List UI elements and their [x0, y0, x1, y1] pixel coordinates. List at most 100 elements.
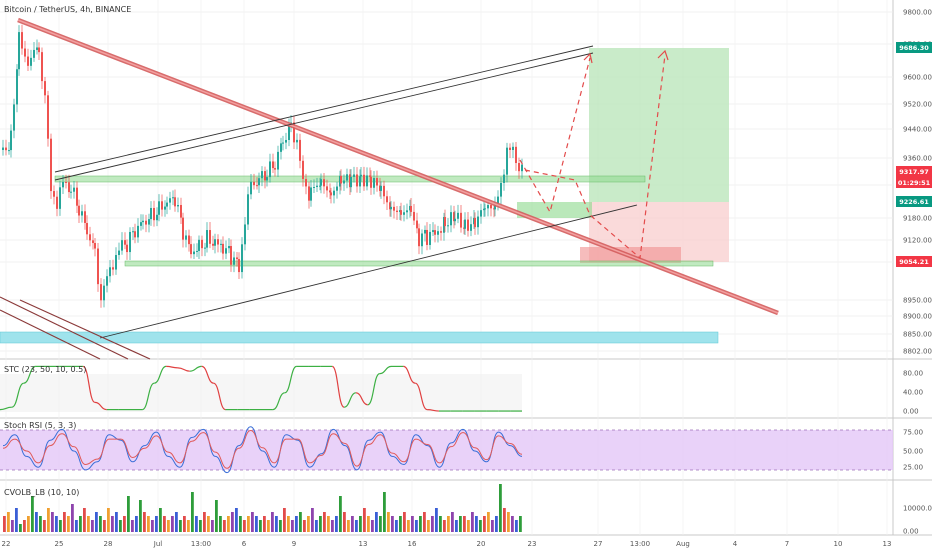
- candle-body: [225, 248, 227, 254]
- stc-segment: [414, 382, 428, 411]
- candle-body: [503, 174, 505, 183]
- candle-body: [190, 244, 192, 255]
- candle-body: [89, 234, 91, 241]
- price-tag-text: 01:29:51: [898, 179, 931, 187]
- candle-body: [277, 151, 279, 170]
- candle-body: [78, 205, 80, 216]
- price-tag: [896, 256, 932, 267]
- stc-segment: [11, 382, 24, 408]
- candle-body: [196, 250, 198, 252]
- candle-body: [148, 219, 150, 225]
- candle-body: [288, 125, 290, 140]
- volume-bar: [43, 520, 46, 532]
- volume-bar: [207, 516, 210, 532]
- candle-body: [418, 228, 420, 247]
- price-tag-text: 9226.61: [899, 198, 929, 206]
- stc-segment: [427, 409, 439, 412]
- stc-segment: [23, 365, 36, 384]
- candle-body: [250, 181, 252, 195]
- candle-body: [426, 229, 428, 245]
- volume-bar: [275, 516, 278, 532]
- price-tick-label: 9520.00: [903, 101, 932, 109]
- volume-bar: [111, 516, 114, 532]
- stoch-k-line: [2, 426, 523, 474]
- candle-body: [13, 104, 15, 131]
- volume-bar: [479, 520, 482, 532]
- candle-body: [253, 181, 255, 186]
- stc-pane: [0, 365, 522, 412]
- candle-body: [220, 243, 222, 245]
- price-tag: [896, 196, 932, 207]
- volume-bar: [87, 516, 90, 532]
- volume-bar: [323, 512, 326, 532]
- volume-bar: [379, 516, 382, 532]
- volume-bar: [211, 520, 214, 532]
- stc-segment: [177, 367, 190, 372]
- volume-bar: [303, 520, 306, 532]
- volume-bar: [283, 508, 286, 532]
- candle-body: [521, 164, 523, 172]
- stoch-title[interactable]: Stoch RSI (5, 3, 3): [4, 421, 76, 430]
- candle-body: [153, 207, 155, 221]
- stc-segment: [201, 365, 214, 384]
- volume-bar: [335, 516, 338, 532]
- stc-segment: [379, 365, 392, 375]
- time-tick-label: 16: [408, 540, 417, 548]
- candle-body: [280, 143, 282, 152]
- volume-bar: [255, 516, 258, 532]
- volume-bar: [511, 516, 514, 532]
- indicator-tick-label: 10000.00: [903, 505, 932, 513]
- volume-bar: [363, 508, 366, 532]
- channel-upper-1: [54, 45, 594, 173]
- candle-body: [293, 122, 295, 143]
- volume-bar: [327, 516, 330, 532]
- volume-bar: [131, 520, 134, 532]
- stc-title[interactable]: STC (23, 50, 10, 0.5): [4, 365, 86, 374]
- candle-body: [177, 204, 179, 207]
- volume-bar: [287, 516, 290, 532]
- volume-bar: [291, 520, 294, 532]
- candle-body: [201, 239, 203, 249]
- volume-bar: [63, 512, 66, 532]
- candle-body: [212, 243, 214, 246]
- candle-body: [97, 248, 99, 285]
- candle-body: [323, 179, 325, 187]
- support-band-mid: [517, 202, 592, 218]
- time-tick-label: 27: [594, 540, 603, 548]
- volume-bar: [427, 520, 430, 532]
- symbol-title[interactable]: Bitcoin / TetherUS, 4h, BINANCE: [4, 5, 131, 14]
- time-axis[interactable]: 22 25 28 Jul 13:00 6 9 13 16 20 23 27 13:00 Aug 4 7 10 13: [2, 540, 892, 548]
- candle-body: [264, 171, 266, 181]
- candle-body: [16, 69, 18, 105]
- volume-bar: [443, 520, 446, 532]
- indicator-tick-label: 0.00: [903, 408, 919, 416]
- volume-bar: [143, 512, 146, 532]
- candle-body: [38, 47, 40, 53]
- volume-bar: [499, 484, 502, 532]
- candle-body: [424, 229, 426, 234]
- candle-body: [320, 179, 322, 186]
- candle-body: [185, 235, 187, 240]
- candle-body: [484, 208, 486, 210]
- vol-title[interactable]: CVOLB_LB (10, 10): [4, 488, 79, 497]
- candle-body: [238, 259, 240, 273]
- stc-segment: [189, 365, 202, 372]
- candle-body: [500, 182, 502, 197]
- candle-body: [470, 224, 472, 231]
- candle-body: [440, 231, 442, 233]
- volume-bar: [279, 520, 282, 532]
- volume-bar: [3, 516, 6, 532]
- stc-segment: [94, 401, 107, 411]
- candle-body: [100, 284, 102, 301]
- candle-body: [477, 216, 479, 228]
- candle-body: [129, 231, 131, 253]
- candle-body: [413, 211, 415, 221]
- candle-body: [59, 187, 61, 209]
- candle-body: [24, 48, 26, 57]
- candle-body: [467, 219, 469, 231]
- candle-body: [180, 204, 182, 218]
- volume-bar: [107, 508, 110, 532]
- arrow-head-1: [583, 52, 593, 64]
- candle-body: [483, 208, 485, 211]
